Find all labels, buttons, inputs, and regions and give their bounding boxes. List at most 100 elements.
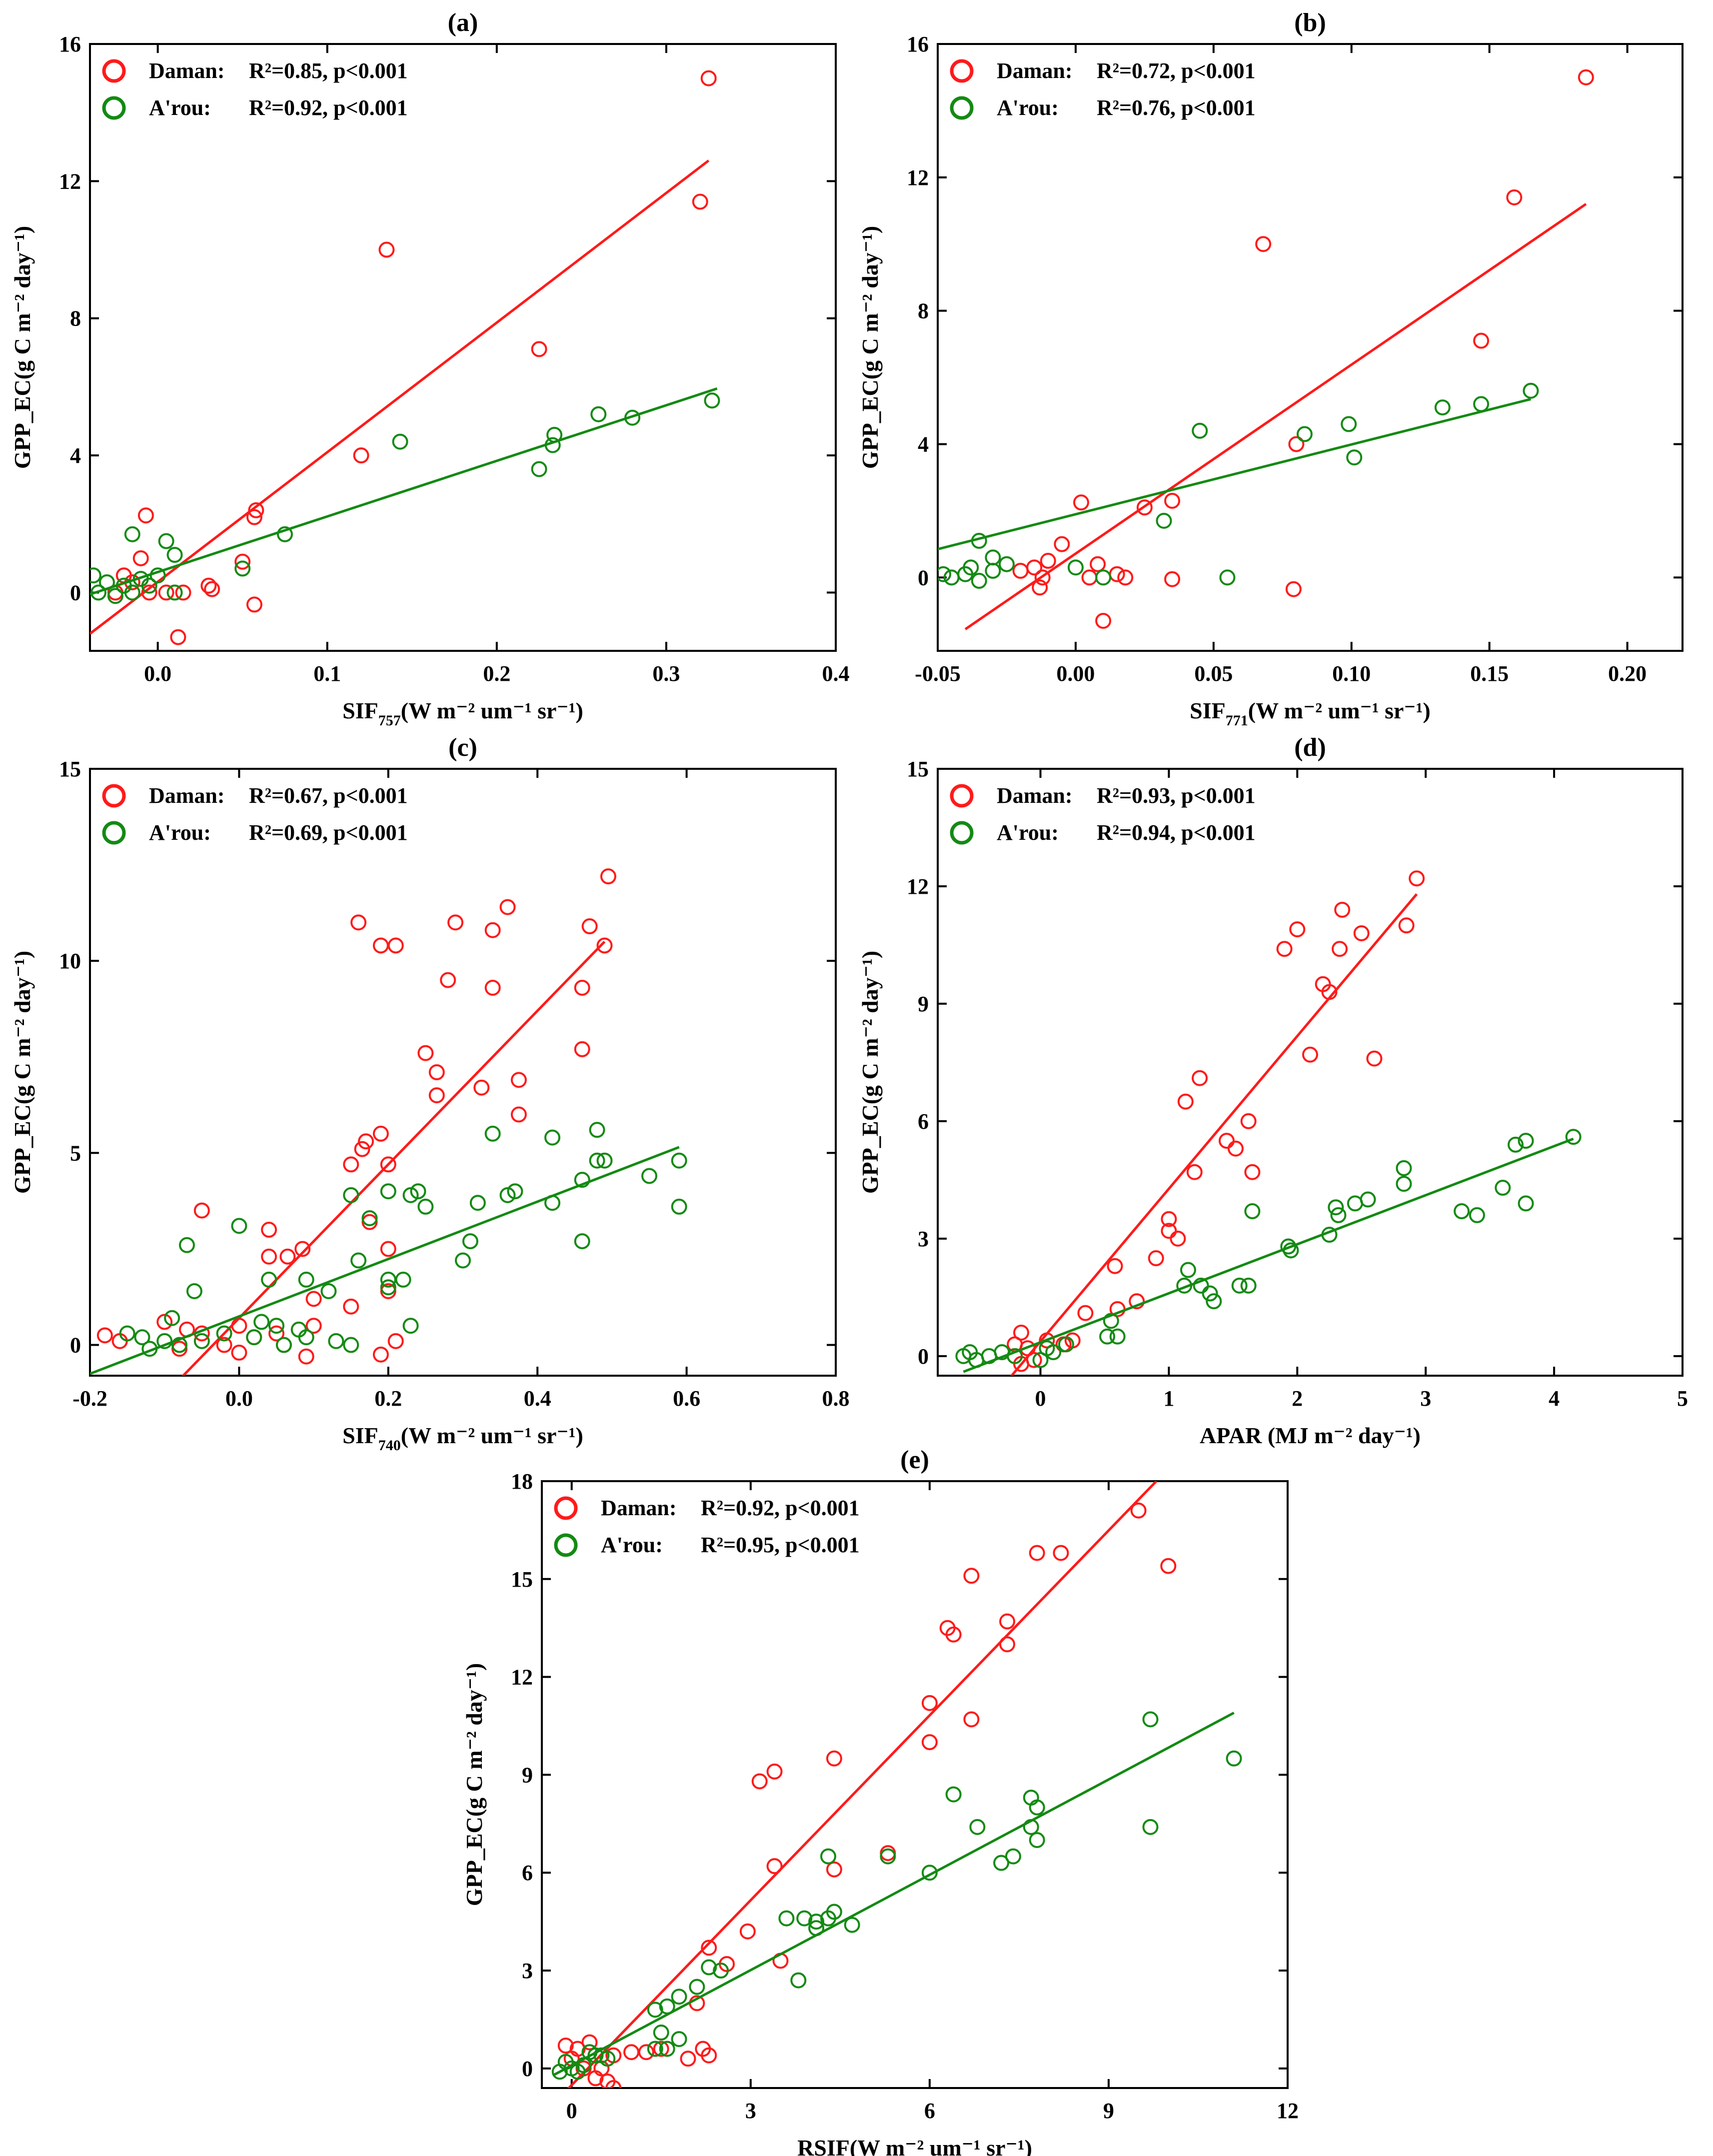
arou-point — [1518, 1133, 1534, 1149]
arou-point — [1434, 399, 1451, 416]
arou-point — [1176, 1277, 1193, 1294]
x-tick-label: 0.20 — [1608, 661, 1647, 686]
arou-point — [671, 1989, 687, 2005]
daman-point — [380, 1156, 396, 1173]
arou-point — [328, 1333, 344, 1349]
daman-point — [701, 1940, 717, 1956]
x-tick-label: 6 — [924, 2099, 935, 2123]
arou-point — [484, 1125, 501, 1142]
x-tick-label: 0.0 — [144, 661, 171, 686]
y-tick-label: 6 — [522, 1861, 533, 1885]
arou-point — [689, 1979, 705, 1995]
arou-point — [574, 1172, 590, 1188]
legend-name-daman: Daman: — [149, 58, 225, 83]
daman-point — [372, 1346, 389, 1363]
legend-marker-arou — [950, 96, 974, 120]
arou-point — [1360, 1191, 1376, 1208]
arou-point — [166, 584, 183, 601]
daman-point — [1219, 1133, 1235, 1149]
arou-point — [969, 1819, 986, 1835]
daman-point — [557, 2038, 574, 2054]
plot-frame — [937, 43, 1684, 652]
legend-stats-arou: R²=0.76, p<0.001 — [1097, 95, 1256, 120]
daman-point — [358, 1133, 374, 1150]
chart-panel-2: (b) -0.05 0.00 0.05 0.10 0.15 0.20 0 4 8 12 16 SIF77… — [857, 8, 1684, 729]
arou-fit-line — [963, 1137, 1574, 1373]
arou-point — [343, 1187, 359, 1203]
daman-point — [1130, 1502, 1147, 1519]
arou-point — [275, 1337, 292, 1353]
daman-point — [1334, 901, 1351, 918]
daman-point — [623, 2044, 640, 2061]
x-tick-label: 0.8 — [822, 1386, 850, 1411]
y-tick-label: 12 — [907, 874, 929, 899]
daman-fit-line — [1010, 893, 1418, 1376]
daman-point — [510, 1072, 527, 1088]
daman-point — [581, 2034, 598, 2051]
daman-point — [880, 1845, 896, 1862]
daman-point — [1160, 1558, 1177, 1574]
arou-point — [1518, 1195, 1534, 1212]
daman-point — [1473, 332, 1490, 349]
daman-point — [1054, 536, 1070, 552]
daman-point — [739, 1923, 756, 1940]
y-tick-label: 8 — [70, 306, 81, 331]
arou-point — [659, 1998, 675, 2015]
arou-point — [1005, 1848, 1021, 1865]
y-tick-label: 0 — [918, 565, 929, 590]
arou-point — [808, 1920, 825, 1937]
arou-point — [624, 409, 641, 426]
arou-point — [641, 1168, 657, 1184]
daman-point — [999, 1613, 1016, 1630]
plot-area — [551, 1481, 1242, 2088]
arou-point — [231, 1218, 247, 1234]
y-tick-label: 4 — [70, 443, 81, 468]
legend-name-arou: A'rou: — [149, 95, 211, 120]
panel-label: (c) — [448, 733, 477, 762]
arou-point — [90, 584, 106, 601]
arou-point — [551, 2064, 568, 2080]
daman-point — [1409, 870, 1425, 887]
daman-point — [1012, 562, 1029, 579]
arou-point — [1565, 1129, 1582, 1145]
daman-point — [638, 2044, 654, 2061]
arou-point — [1469, 1207, 1485, 1223]
daman-point — [354, 1141, 370, 1157]
arou-point — [417, 1198, 434, 1215]
arou-point — [1473, 396, 1490, 412]
x-tick-label: 12 — [1277, 2099, 1299, 2123]
x-tick-label: 0.0 — [225, 1386, 253, 1411]
y-tick-label: 0 — [918, 1344, 929, 1369]
x-tick-label: 0.00 — [1056, 661, 1095, 686]
x-axis-label: APAR (MJ m⁻² day⁻¹) — [1200, 1423, 1421, 1448]
arou-point — [1330, 1207, 1347, 1223]
arou-point — [971, 532, 987, 549]
daman-point — [1288, 436, 1305, 452]
daman-point — [531, 341, 547, 357]
arou-point — [1032, 1352, 1049, 1368]
daman-point — [692, 193, 708, 210]
daman-point — [1164, 492, 1181, 509]
x-tick-label: 3 — [1420, 1386, 1431, 1411]
daman-point — [1170, 1230, 1186, 1247]
panel-label: (e) — [900, 1446, 929, 1474]
arou-point — [574, 1233, 590, 1250]
x-axis-label: RSIF(W m⁻² um⁻¹ sr⁻¹) — [797, 2135, 1032, 2156]
arou-point — [796, 1910, 813, 1927]
legend-stats-arou: R²=0.95, p<0.001 — [701, 1533, 860, 1557]
daman-point — [999, 1636, 1016, 1653]
daman-point — [372, 937, 389, 954]
daman-fit-line — [90, 159, 710, 635]
legend-marker-daman — [102, 59, 126, 83]
daman-fit-line — [181, 941, 606, 1376]
daman-point — [1053, 1545, 1069, 1561]
x-tick-label: 0.10 — [1332, 661, 1371, 686]
arou-point — [298, 1329, 314, 1346]
arou-point — [647, 2041, 663, 2057]
arou-point — [778, 1910, 795, 1927]
daman-point — [1321, 984, 1338, 1000]
daman-point — [298, 1348, 314, 1365]
x-tick-label: 3 — [745, 2099, 756, 2123]
daman-point — [574, 1041, 590, 1057]
x-tick-label: 0.05 — [1194, 661, 1233, 686]
